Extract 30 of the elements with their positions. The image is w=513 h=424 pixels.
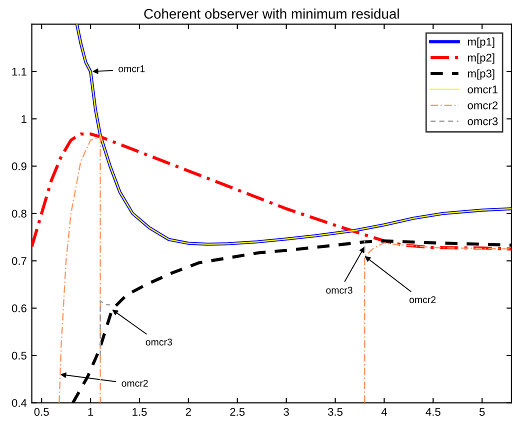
- y-tick-label: 0.7: [12, 257, 26, 265]
- x-tick-label: 2.5: [230, 408, 245, 416]
- annotation: omcr3: [146, 338, 172, 346]
- y-tick-label: 0.4: [12, 399, 27, 407]
- x-tick-label: 4.5: [426, 408, 440, 416]
- x-tick-label: 0.5: [34, 408, 49, 416]
- annotation: omcr2: [122, 380, 148, 387]
- annotation: omcr2: [409, 296, 436, 304]
- y-tick-label: 0.8: [12, 210, 26, 218]
- chart-title: Coherent observer with minimum residual: [144, 8, 399, 19]
- y-tick-label: 1: [22, 115, 26, 123]
- y-tick-label: 0.9: [12, 162, 26, 170]
- annotation: omcr1: [118, 65, 145, 72]
- y-tick-label: 0.6: [12, 304, 26, 312]
- legend-label: omcr2: [468, 101, 498, 110]
- x-tick-label: 1: [88, 408, 94, 416]
- y-tick-label: 0.5: [12, 352, 26, 360]
- x-tick-label: 2: [186, 408, 191, 416]
- x-tick-label: 3: [284, 408, 289, 416]
- legend-label: m[p3]: [468, 69, 494, 80]
- legend-label: omcr3: [468, 117, 498, 126]
- legend-label: omcr1: [468, 86, 498, 94]
- y-tick-label: 1.1: [12, 68, 26, 76]
- x-tick-label: 1.5: [132, 408, 147, 416]
- x-tick-label: 5: [479, 408, 485, 416]
- legend-label: m[p2]: [468, 53, 494, 64]
- annotation: omcr3: [326, 286, 352, 294]
- x-tick-label: 3.5: [328, 408, 343, 416]
- x-tick-label: 4: [381, 408, 387, 416]
- legend-label: m[p1]: [468, 38, 494, 48]
